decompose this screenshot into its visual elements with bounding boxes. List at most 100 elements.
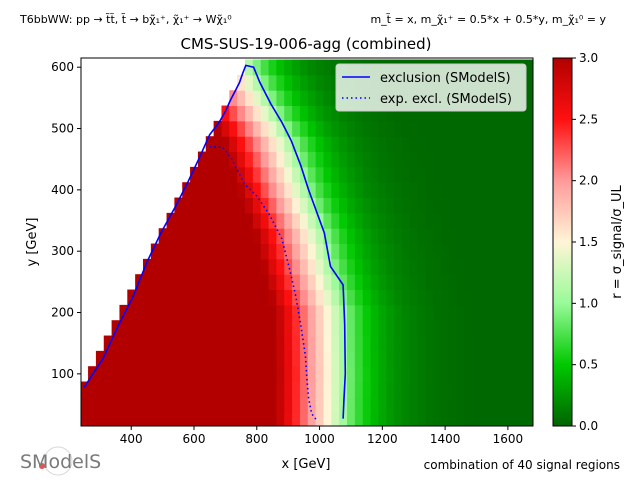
heatmap-cell xyxy=(174,274,183,291)
heatmap-cell xyxy=(370,182,379,199)
heatmap-cell xyxy=(425,396,434,413)
heatmap-cell xyxy=(464,228,474,245)
heatmap-cell xyxy=(307,151,317,168)
heatmap-cell xyxy=(307,366,317,383)
heatmap-cell xyxy=(197,182,207,199)
heatmap-cell xyxy=(488,166,497,183)
heatmap-cell xyxy=(268,350,277,367)
heatmap-cell xyxy=(527,74,533,91)
heatmap-cell xyxy=(401,212,411,229)
heatmap-cell xyxy=(449,366,458,383)
heatmap-cell xyxy=(213,258,222,275)
heatmap-cell xyxy=(370,228,379,245)
heatmap-cell xyxy=(488,396,497,413)
heatmap-cell xyxy=(150,320,160,337)
heatmap-cell xyxy=(292,90,301,107)
heatmap-cell xyxy=(331,228,340,245)
heatmap-cell xyxy=(480,136,489,153)
heatmap-cell xyxy=(441,228,450,245)
heatmap-cell xyxy=(284,228,293,245)
heatmap-cell xyxy=(370,335,379,352)
heatmap-cell xyxy=(292,243,301,260)
heatmap-cell xyxy=(331,136,340,153)
heatmap-cell xyxy=(260,59,270,76)
heatmap-cell xyxy=(221,304,230,321)
heatmap-cell xyxy=(527,182,533,199)
heatmap-cell xyxy=(480,151,489,168)
heatmap-cell xyxy=(260,243,270,260)
heatmap-cell xyxy=(511,120,521,137)
heatmap-cell xyxy=(299,212,309,229)
heatmap-cell xyxy=(488,212,497,229)
heatmap-cell xyxy=(260,381,270,398)
heatmap-cell xyxy=(197,243,207,260)
heatmap-cell xyxy=(362,396,372,413)
logo-text: SModelS xyxy=(20,451,101,473)
heatmap-cell xyxy=(260,366,270,383)
heatmap-cell xyxy=(276,74,285,91)
heatmap-cell xyxy=(401,166,411,183)
heatmap-cell xyxy=(307,166,317,183)
heatmap-cell xyxy=(354,320,364,337)
heatmap-cell xyxy=(527,105,533,122)
heatmap-cell xyxy=(394,105,403,122)
heatmap-cell xyxy=(182,412,191,426)
heatmap-cell xyxy=(166,381,175,398)
heatmap-cell xyxy=(284,396,293,413)
heatmap-cell xyxy=(425,136,434,153)
heatmap-cell xyxy=(449,335,458,352)
heatmap-cell xyxy=(197,212,207,229)
heatmap-cell xyxy=(182,228,191,245)
heatmap-cell xyxy=(441,105,450,122)
heatmap-cell xyxy=(347,396,356,413)
heatmap-cell xyxy=(229,166,238,183)
heatmap-cell xyxy=(496,120,505,137)
heatmap-cell xyxy=(221,381,230,398)
heatmap-cell xyxy=(166,274,175,291)
heatmap-cell xyxy=(456,212,466,229)
heatmap-cell xyxy=(378,212,387,229)
y-tick-label: 400 xyxy=(51,183,74,197)
heatmap-cell xyxy=(276,166,285,183)
heatmap-cell xyxy=(331,243,340,260)
heatmap-cell xyxy=(347,228,356,245)
heatmap-cell xyxy=(339,350,348,367)
heatmap-cell xyxy=(449,166,458,183)
heatmap-cell xyxy=(292,212,301,229)
heatmap-cell xyxy=(425,182,434,199)
heatmap-cell xyxy=(268,59,277,76)
heatmap-cell xyxy=(174,396,183,413)
heatmap-cell xyxy=(519,197,529,214)
heatmap-cell xyxy=(401,105,411,122)
heatmap-cell xyxy=(276,274,285,291)
heatmap-cell xyxy=(488,105,497,122)
heatmap-cell xyxy=(150,412,160,426)
heatmap-cell xyxy=(190,243,199,260)
heatmap-cell xyxy=(245,335,254,352)
heatmap-cell xyxy=(197,151,207,168)
heatmap-cell xyxy=(362,320,372,337)
heatmap-cell xyxy=(425,304,434,321)
heatmap-cell xyxy=(166,289,175,306)
heatmap-cell xyxy=(103,350,113,367)
heatmap-cell xyxy=(409,136,419,153)
heatmap-cell xyxy=(496,335,505,352)
heatmap-cell xyxy=(166,258,175,275)
heatmap-cell xyxy=(456,197,466,214)
heatmap-cell xyxy=(417,228,426,245)
heatmap-cell xyxy=(441,197,450,214)
x-tick-label: 400 xyxy=(120,432,143,446)
heatmap-cell xyxy=(260,304,270,321)
heatmap-cell xyxy=(417,304,426,321)
heatmap-cell xyxy=(347,381,356,398)
heatmap-cell xyxy=(331,412,340,426)
heatmap-cell xyxy=(276,59,285,76)
heatmap-cell xyxy=(150,396,160,413)
heatmap-cell xyxy=(488,304,497,321)
heatmap-cell xyxy=(441,335,450,352)
heatmap-cell xyxy=(166,212,175,229)
heatmap-cell xyxy=(205,182,215,199)
heatmap-cell xyxy=(378,228,387,245)
heatmap-cell xyxy=(95,381,105,398)
heatmap-cell xyxy=(292,289,301,306)
